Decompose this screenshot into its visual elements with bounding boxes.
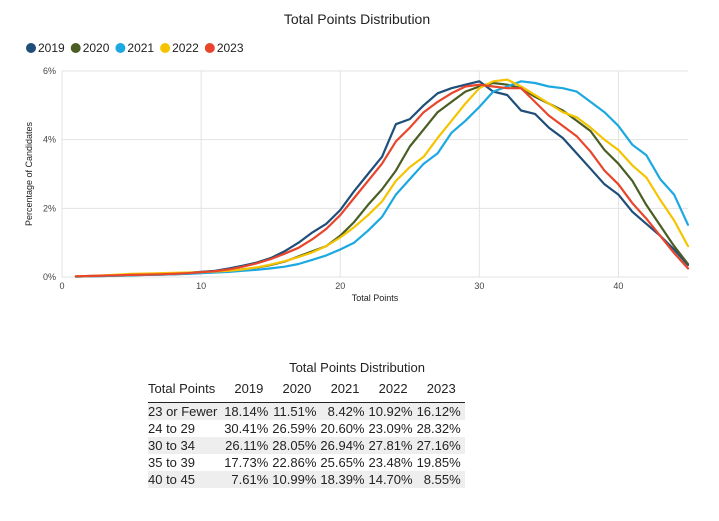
- x-tick-label: 20: [335, 281, 345, 291]
- legend-marker: [204, 43, 215, 53]
- cell-value: 27.81%: [368, 437, 417, 454]
- summary-table: Total Points 2019 2020 2021 2022 2023 23…: [148, 379, 465, 488]
- legend-label: 2020: [83, 41, 110, 55]
- x-tick-label: 40: [613, 281, 623, 291]
- cell-value: 10.92%: [368, 402, 417, 420]
- series-line-2021: [74, 80, 690, 278]
- cell-value: 26.59%: [272, 421, 317, 436]
- y-axis-label: Percentage of Candidates: [24, 121, 34, 226]
- cell-range: 23 or Fewer: [148, 402, 225, 420]
- cell-value: 27.16%: [416, 437, 465, 454]
- cell-value: 16.12%: [416, 402, 465, 420]
- cell-value: 22.86%: [272, 455, 317, 470]
- cell-value: 18.14%: [224, 402, 273, 420]
- table-row: 40 to 45 7.61% 10.99% 18.39% 14.70% 8.55…: [148, 471, 465, 488]
- header-total-points: Total Points: [148, 381, 216, 396]
- header-2021: 2021: [330, 381, 360, 396]
- legend-label: 2023: [217, 41, 244, 55]
- series-line-2020: [74, 81, 690, 278]
- cell-value: 7.61%: [224, 471, 273, 488]
- chart-title: Total Points Distribution: [284, 11, 430, 27]
- y-tick-label: 6%: [43, 66, 56, 76]
- cell-value: 10.99%: [272, 471, 321, 488]
- cell-value: 30.41%: [224, 421, 269, 436]
- x-tick-label: 0: [59, 281, 64, 291]
- header-2020: 2020: [282, 381, 312, 396]
- cell-value: 17.73%: [224, 455, 269, 470]
- x-tick-label: 10: [196, 281, 206, 291]
- header-2023: 2023: [426, 381, 456, 396]
- cell-range: 30 to 34: [148, 437, 225, 454]
- cell-range: 35 to 39: [148, 455, 195, 470]
- table-row: 23 or Fewer 18.14% 11.51% 8.42% 10.92% 1…: [148, 402, 465, 420]
- cell-value: 8.55%: [416, 471, 465, 488]
- header-2022: 2022: [378, 381, 408, 396]
- series-line-2019: [74, 80, 690, 278]
- cell-value: 23.09%: [368, 421, 413, 436]
- cell-value: 19.85%: [416, 455, 461, 470]
- legend-marker: [70, 43, 81, 53]
- legend-marker: [160, 43, 171, 53]
- legend-label: 2021: [127, 41, 154, 55]
- table-title: Total Points Distribution: [289, 360, 425, 375]
- cell-value: 26.11%: [224, 437, 273, 454]
- y-tick-label: 4%: [43, 135, 56, 145]
- series-line-2023: [74, 83, 690, 278]
- cell-value: 28.05%: [272, 437, 321, 454]
- x-axis-label: Total Points: [352, 293, 399, 303]
- cell-value: 18.39%: [320, 471, 369, 488]
- cell-value: 11.51%: [272, 402, 321, 420]
- cell-range: 40 to 45: [148, 471, 225, 488]
- table-row: 35 to 39 17.73% 22.86% 25.65% 23.48% 19.…: [148, 454, 465, 471]
- legend-marker: [115, 43, 126, 53]
- cell-range: 24 to 29: [148, 421, 195, 436]
- summary-table-block: Total Points Distribution Total Points 2…: [148, 360, 528, 488]
- header-2019: 2019: [234, 381, 264, 396]
- x-tick-label: 30: [474, 281, 484, 291]
- legend-label: 2022: [172, 41, 199, 55]
- y-tick-label: 2%: [43, 203, 56, 213]
- legend-label: 2019: [38, 41, 65, 55]
- cell-value: 28.32%: [416, 421, 461, 436]
- legend-marker: [26, 43, 36, 53]
- table-row: 30 to 34 26.11% 28.05% 26.94% 27.81% 27.…: [148, 437, 465, 454]
- series-line-2022: [74, 78, 690, 278]
- y-tick-label: 0%: [43, 272, 56, 282]
- cell-value: 20.60%: [320, 421, 365, 436]
- cell-value: 26.94%: [320, 437, 369, 454]
- table-row: 24 to 29 30.41% 26.59% 20.60% 23.09% 28.…: [148, 420, 465, 437]
- cell-value: 8.42%: [320, 402, 369, 420]
- cell-value: 14.70%: [368, 471, 417, 488]
- cell-value: 23.48%: [368, 455, 413, 470]
- cell-value: 25.65%: [320, 455, 365, 470]
- table-header-row: Total Points 2019 2020 2021 2022 2023: [148, 379, 465, 403]
